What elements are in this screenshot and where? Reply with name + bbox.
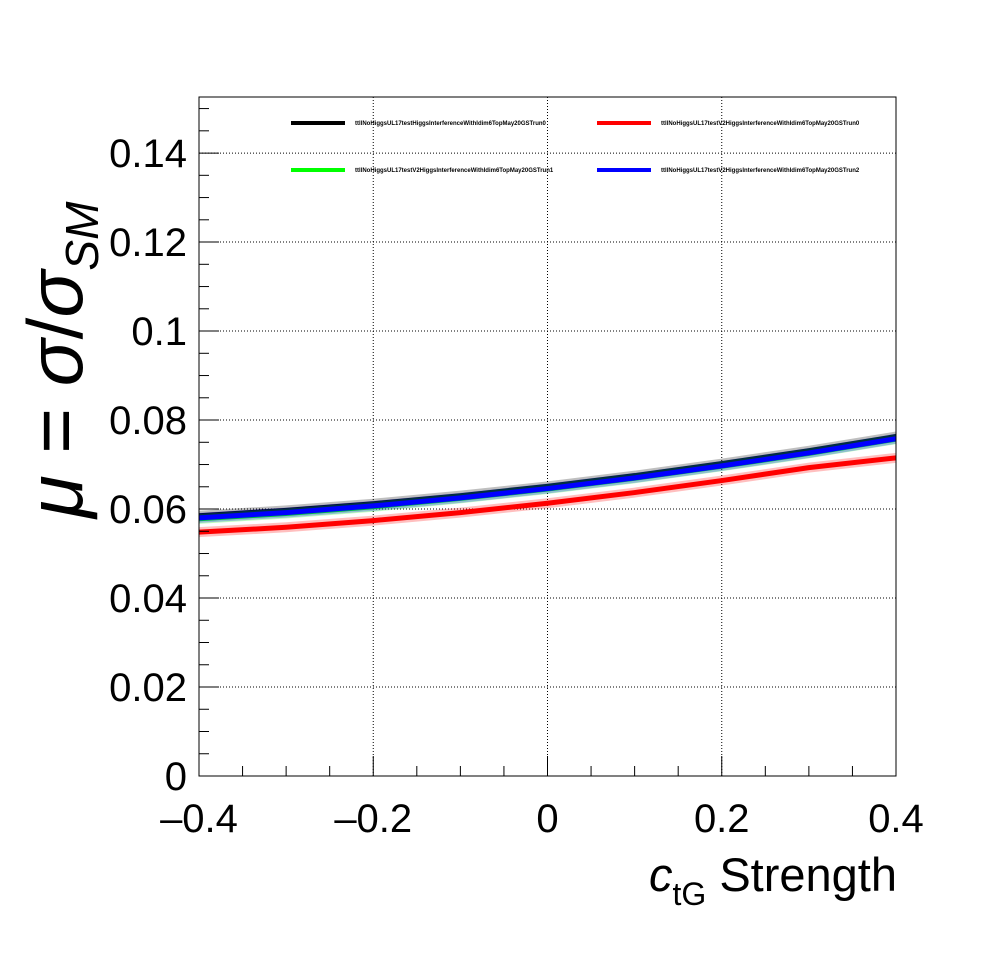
y-axis-sigma: σ (11, 336, 99, 386)
legend: ttllNoHiggsUL17testHiggsInterferenceWith… (291, 121, 860, 174)
x-tick-label: 0 (536, 797, 558, 841)
data-series (198, 431, 897, 538)
axis-ticks (198, 108, 897, 777)
y-axis-mu: μ (11, 475, 99, 520)
y-axis-subscript: SM (56, 201, 108, 271)
x-axis-symbol: c (649, 848, 673, 901)
legend-label: ttllNoHiggsUL17testV2HiggsInterferenceWi… (661, 121, 860, 127)
series-error-band (199, 452, 896, 538)
series-line (198, 436, 897, 521)
x-axis-rest: Strength (706, 848, 897, 901)
x-tick-label: 0.4 (868, 797, 924, 841)
x-axis-title: ctG Strength (649, 848, 897, 912)
grid-lines (199, 97, 896, 776)
y-tick-label: 0.12 (109, 221, 187, 265)
y-axis-equals: = (11, 386, 99, 475)
tick-labels: –0.4 –0.2 0 0.2 0.4 0 0.02 0.04 0.06 0.08 0.1 0.12 0… (109, 132, 924, 841)
y-axis-sigma-sm: σ (11, 268, 99, 318)
y-tick-label: 0 (165, 755, 187, 799)
y-tick-label: 0.04 (109, 577, 187, 621)
y-tick-label: 0.06 (109, 488, 187, 532)
y-tick-label: 0.08 (109, 399, 187, 443)
y-tick-label: 0.1 (131, 310, 187, 354)
series-line (198, 455, 897, 535)
legend-label: ttllNoHiggsUL17testV2HiggsInterferenceWi… (661, 168, 860, 174)
legend-label: ttllNoHiggsUL17testV2HiggsInterferenceWi… (355, 168, 554, 174)
x-tick-label: –0.2 (334, 797, 412, 841)
x-tick-label: 0.2 (694, 797, 750, 841)
y-tick-label: 0.14 (109, 132, 187, 176)
x-axis-subscript: tG (672, 876, 706, 912)
x-tick-label: –0.4 (160, 797, 238, 841)
y-axis-title: μ = σ/σSM (11, 201, 108, 520)
y-axis-slash: / (11, 317, 99, 339)
legend-label: ttllNoHiggsUL17testHiggsInterferenceWith… (355, 121, 547, 127)
y-tick-label: 0.02 (109, 666, 187, 710)
